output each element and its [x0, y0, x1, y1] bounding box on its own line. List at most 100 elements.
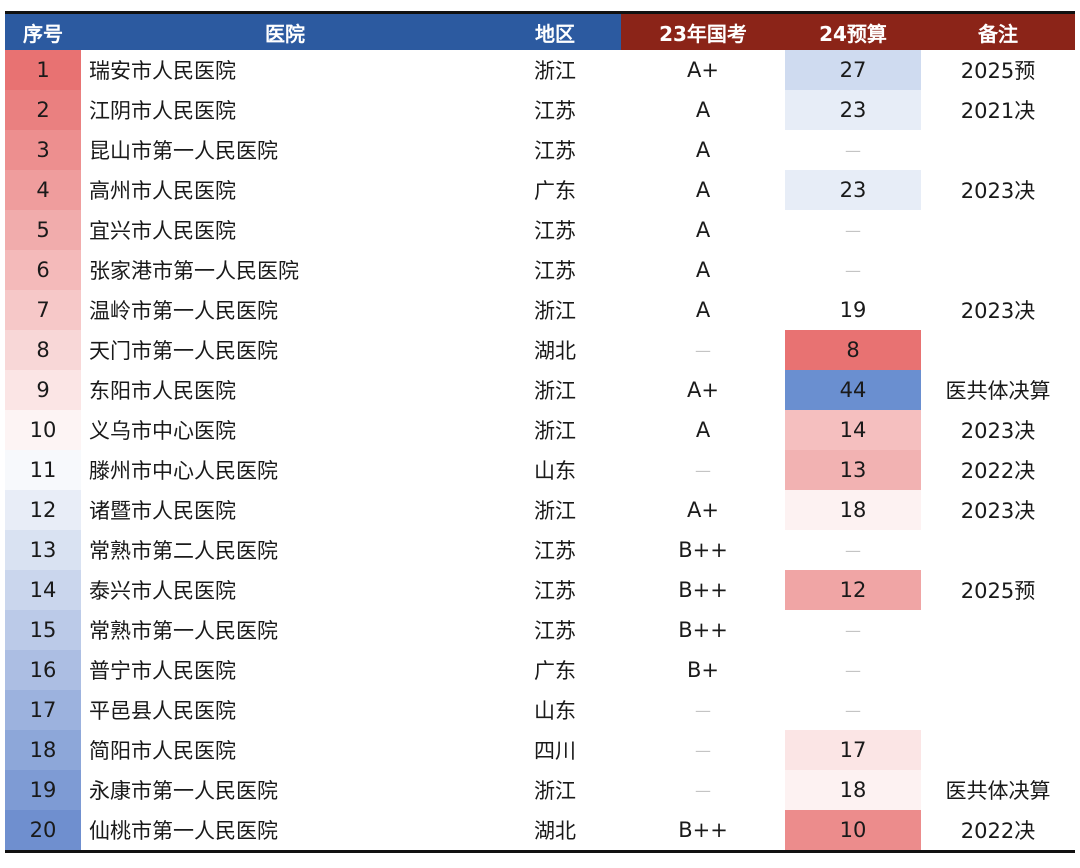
note-cell — [921, 210, 1075, 250]
table-row: 10 义乌市中心医院 浙江 A 14 2023决 — [5, 410, 1075, 450]
budget-value: — — [845, 620, 861, 640]
region-cell: 山东 — [534, 699, 576, 723]
kaohe-cell: B+ — [686, 658, 719, 682]
note-cell: 医共体决算 — [945, 379, 1051, 403]
region-cell: 浙江 — [534, 299, 576, 323]
budget-cell: 17 — [785, 730, 921, 770]
rank-cell: 3 — [5, 130, 81, 170]
budget-cell: 13 — [785, 450, 921, 490]
note-cell — [921, 730, 1075, 770]
budget-value: — — [845, 220, 861, 240]
note-cell: 2023决 — [960, 499, 1036, 523]
region-cell: 广东 — [534, 179, 576, 203]
region-cell: 江苏 — [534, 139, 576, 163]
budget-cell: — — [785, 610, 921, 650]
table-row: 2 江阴市人民医院 江苏 A 23 2021决 — [5, 90, 1075, 130]
budget-cell: 18 — [785, 490, 921, 530]
budget-value: 13 — [785, 450, 921, 490]
region-cell: 江苏 — [534, 99, 576, 123]
table-row: 5 宜兴市人民医院 江苏 A — — [5, 210, 1075, 250]
budget-cell: 18 — [785, 770, 921, 810]
note-cell — [921, 250, 1075, 290]
budget-value: 17 — [785, 730, 921, 770]
table-row: 1 瑞安市人民医院 浙江 A+ 27 2025预 — [5, 50, 1075, 90]
rank-cell: 7 — [5, 290, 81, 330]
table-row: 4 高州市人民医院 广东 A 23 2023决 — [5, 170, 1075, 210]
hospital-cell: 天门市第一人民医院 — [89, 339, 278, 363]
rank-cell: 11 — [5, 450, 81, 490]
hospital-table: 序号 医院 地区 23年国考 24预算 备注 1 瑞安市人民医院 浙江 A+ 27 202… — [5, 11, 1075, 853]
region-cell: 浙江 — [534, 779, 576, 803]
region-cell: 浙江 — [534, 59, 576, 83]
table-row: 3 昆山市第一人民医院 江苏 A — — [5, 130, 1075, 170]
kaohe-cell: A+ — [687, 498, 719, 522]
kaohe-cell: — — [695, 700, 711, 720]
budget-cell: — — [785, 690, 921, 730]
region-cell: 浙江 — [534, 419, 576, 443]
budget-value: 23 — [785, 90, 921, 130]
hospital-cell: 江阴市人民医院 — [89, 99, 236, 123]
kaohe-cell: A+ — [687, 378, 719, 402]
table-row: 13 常熟市第二人民医院 江苏 B++ — — [5, 530, 1075, 570]
table-row: 11 滕州市中心人民医院 山东 — 13 2022决 — [5, 450, 1075, 490]
note-cell: 2022决 — [960, 819, 1036, 843]
note-cell: 2025预 — [960, 579, 1036, 603]
budget-value: 18 — [785, 490, 921, 530]
region-cell: 江苏 — [534, 219, 576, 243]
kaohe-cell: — — [695, 340, 711, 360]
region-cell: 四川 — [534, 739, 576, 763]
header-region: 地区 — [489, 14, 621, 50]
hospital-cell: 永康市第一人民医院 — [89, 779, 278, 803]
note-cell: 2023决 — [960, 419, 1036, 443]
header-rank: 序号 — [5, 14, 81, 50]
budget-value: 23 — [785, 170, 921, 210]
budget-value: — — [845, 700, 861, 720]
note-cell: 医共体决算 — [945, 779, 1051, 803]
hospital-cell: 简阳市人民医院 — [89, 739, 236, 763]
budget-cell: 19 — [785, 290, 921, 330]
rank-cell: 16 — [5, 650, 81, 690]
rank-cell: 5 — [5, 210, 81, 250]
note-cell — [921, 330, 1075, 370]
budget-value: 8 — [785, 330, 921, 370]
budget-value: 10 — [785, 810, 921, 850]
header-2024-budget: 24预算 — [785, 14, 921, 50]
rank-cell: 9 — [5, 370, 81, 410]
rank-cell: 6 — [5, 250, 81, 290]
rank-cell: 12 — [5, 490, 81, 530]
kaohe-cell: B++ — [678, 538, 728, 562]
rank-cell: 8 — [5, 330, 81, 370]
note-cell — [921, 650, 1075, 690]
kaohe-cell: A — [695, 218, 711, 242]
table-row: 17 平邑县人民医院 山东 — — — [5, 690, 1075, 730]
region-cell: 江苏 — [534, 539, 576, 563]
hospital-cell: 张家港市第一人民医院 — [89, 259, 299, 283]
budget-value: 27 — [785, 50, 921, 90]
hospital-cell: 高州市人民医院 — [89, 179, 236, 203]
rank-cell: 10 — [5, 410, 81, 450]
kaohe-cell: B++ — [678, 578, 728, 602]
region-cell: 浙江 — [534, 499, 576, 523]
rank-cell: 17 — [5, 690, 81, 730]
rank-cell: 4 — [5, 170, 81, 210]
header-hospital: 医院 — [81, 14, 489, 50]
kaohe-cell: A+ — [687, 58, 719, 82]
region-cell: 湖北 — [534, 339, 576, 363]
table-row: 18 简阳市人民医院 四川 — 17 — [5, 730, 1075, 770]
table-row: 8 天门市第一人民医院 湖北 — 8 — [5, 330, 1075, 370]
note-cell — [921, 130, 1075, 170]
budget-value: 19 — [785, 290, 921, 330]
table-row: 15 常熟市第一人民医院 江苏 B++ — — [5, 610, 1075, 650]
budget-value: — — [845, 260, 861, 280]
table-row: 20 仙桃市第一人民医院 湖北 B++ 10 2022决 — [5, 810, 1075, 850]
table-row: 6 张家港市第一人民医院 江苏 A — — [5, 250, 1075, 290]
budget-cell: — — [785, 530, 921, 570]
kaohe-cell: — — [695, 780, 711, 800]
hospital-cell: 宜兴市人民医院 — [89, 219, 236, 243]
budget-cell: 14 — [785, 410, 921, 450]
table-row: 9 东阳市人民医院 浙江 A+ 44 医共体决算 — [5, 370, 1075, 410]
hospital-cell: 诸暨市人民医院 — [89, 499, 236, 523]
budget-cell: 44 — [785, 370, 921, 410]
budget-cell: 8 — [785, 330, 921, 370]
note-cell: 2023决 — [960, 179, 1036, 203]
